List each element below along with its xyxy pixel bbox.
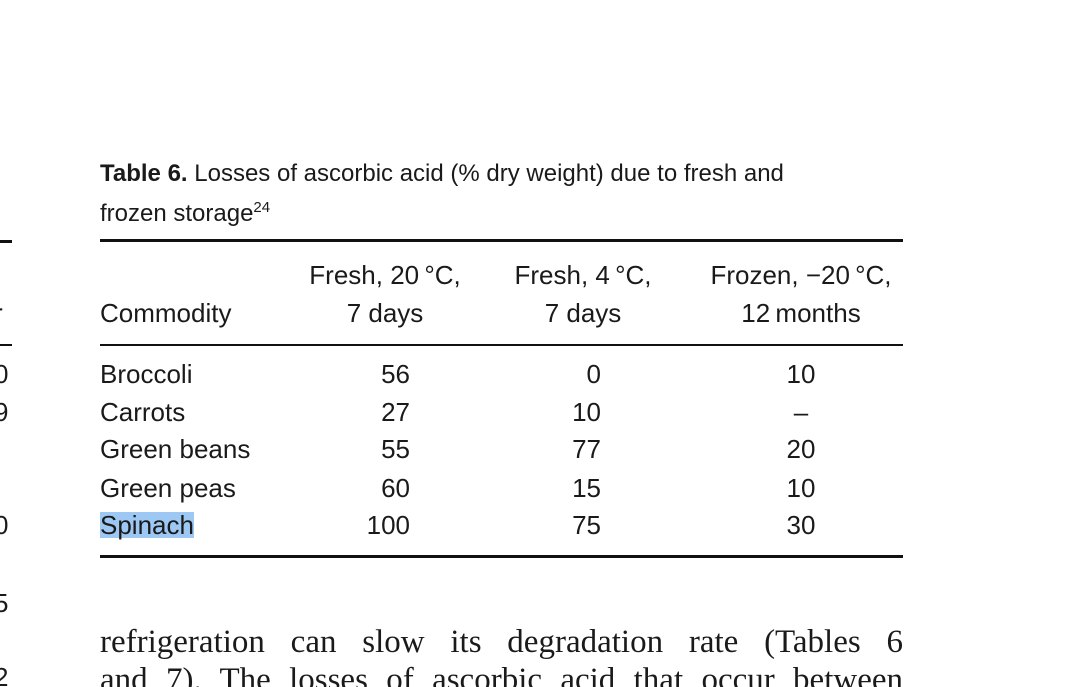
margin-rule (0, 240, 12, 243)
table-cell: 27 (381, 397, 410, 427)
row-label: Broccoli (100, 359, 193, 389)
body-line: refrigeration can slow its degradation r… (100, 624, 903, 660)
margin-fragment: 0 (0, 510, 9, 540)
table-cell: 10 (572, 397, 601, 427)
header-cell: Commodity (100, 298, 232, 328)
header-cell: 7 days (346, 298, 424, 328)
table-cell: 56 (381, 359, 410, 389)
table-cell: 0 (586, 359, 601, 389)
row-label: Spinach (100, 510, 194, 540)
caption-line: frozen storage24 (100, 200, 270, 226)
table-cell: 10 (786, 359, 816, 389)
margin-fragment: 0 (0, 359, 9, 389)
margin-fragment: 2 (0, 662, 9, 687)
margin-fragment: 9 (0, 397, 9, 427)
table-cell: 75 (572, 510, 601, 540)
table-cell: 55 (381, 434, 410, 464)
body-line: and 7). The losses of ascorbic acid that… (100, 662, 903, 687)
table-cell: 60 (381, 473, 410, 503)
table-cell: 20 (786, 434, 816, 464)
table-cell: 10 (786, 473, 816, 503)
table-cell: 15 (572, 473, 601, 503)
caption-line: Table 6. Losses of ascorbic acid (% dry … (100, 162, 784, 186)
row-label: Carrots (100, 397, 186, 427)
caption-text: Losses of ascorbic acid (% dry weight) d… (194, 160, 784, 187)
caption-text: frozen storage (100, 200, 254, 227)
margin-fragment: r (0, 300, 3, 326)
row-label: Green beans (100, 434, 251, 464)
header-cell: 12 months (741, 298, 861, 328)
header-cell: Fresh, 20 °C, (309, 260, 461, 290)
caption-ref: 24 (253, 199, 271, 216)
header-cell: Frozen, −20 °C, (710, 260, 892, 290)
table-cell: 100 (366, 510, 410, 540)
margin-fragment: 5 (0, 588, 9, 618)
header-cell: Fresh, 4 °C, (514, 260, 652, 290)
row-label: Green peas (100, 473, 236, 503)
margin-rule (0, 344, 12, 346)
top-rule (100, 239, 903, 242)
table-cell: 30 (786, 510, 816, 540)
mid-rule (100, 344, 903, 346)
bottom-rule (100, 555, 903, 558)
caption-label: Table 6. (100, 160, 188, 187)
table-cell: 77 (572, 434, 601, 464)
header-cell: 7 days (544, 298, 622, 328)
table-cell: – (793, 397, 809, 427)
